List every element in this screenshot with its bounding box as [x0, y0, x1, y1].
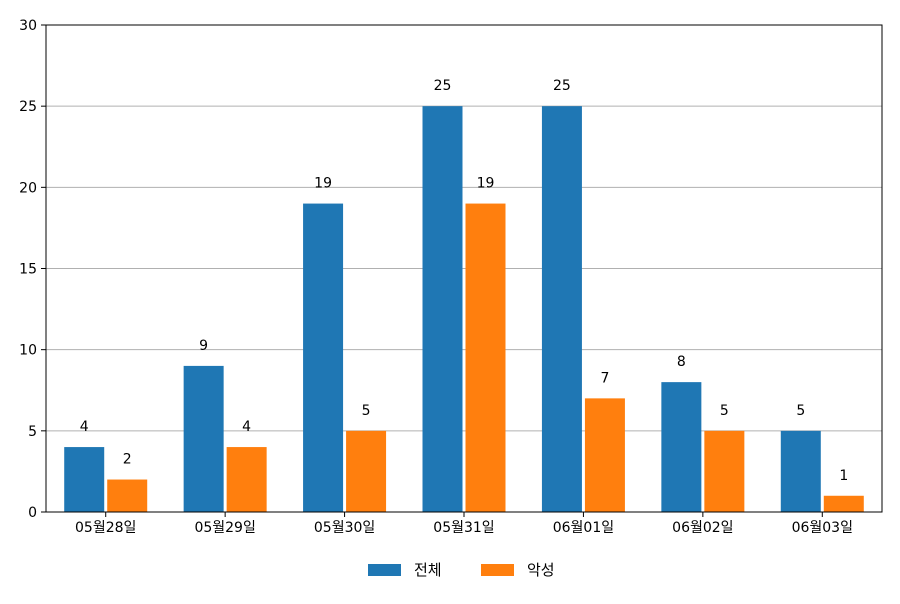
- bar-total: [183, 365, 224, 512]
- data-label: 5: [362, 403, 371, 419]
- y-tick-label: 20: [19, 180, 37, 196]
- x-tick-label: 05월30일: [314, 520, 375, 536]
- bar-total: [303, 203, 344, 513]
- data-label: 19: [314, 176, 332, 192]
- y-tick-label: 25: [19, 99, 37, 115]
- legend-swatch: [368, 564, 401, 576]
- data-label: 5: [720, 403, 729, 419]
- data-label: 25: [553, 78, 571, 94]
- legend-label: 전체: [414, 561, 442, 579]
- bar-malicious: [704, 430, 745, 512]
- data-label: 25: [434, 78, 452, 94]
- x-tick-label: 06월03일: [792, 520, 853, 536]
- y-tick-label: 0: [28, 505, 37, 521]
- y-tick-label: 15: [19, 262, 37, 278]
- bar-total: [64, 447, 105, 512]
- data-label: 2: [123, 452, 132, 468]
- bar-malicious: [226, 447, 267, 512]
- legend-swatch: [481, 564, 514, 576]
- data-label: 4: [242, 419, 251, 435]
- data-label: 5: [796, 403, 805, 419]
- bar-total: [541, 106, 582, 513]
- x-tick-label: 05월29일: [194, 520, 255, 536]
- bar-malicious: [465, 203, 506, 513]
- bar-malicious: [107, 479, 148, 512]
- x-tick-label: 05월31일: [433, 520, 494, 536]
- gridlines: [46, 105, 882, 432]
- legend-label: 악성: [527, 561, 555, 579]
- plot-frame: [45, 24, 883, 513]
- bar-total: [780, 430, 821, 512]
- x-tick-label: 05월28일: [75, 520, 136, 536]
- y-tick-label: 5: [28, 424, 37, 440]
- data-label: 9: [199, 338, 208, 354]
- legend: 전체 악성: [368, 561, 555, 579]
- y-tick-label: 30: [19, 18, 37, 34]
- data-labels: 4 2 9 4 19 5 25 19 25 7 8 5 5 1: [80, 78, 848, 484]
- axes: 05월28일 05월29일 05월30일 05월31일 06월01일 06월02일 06월0…: [19, 18, 883, 536]
- data-label: 19: [477, 176, 495, 192]
- x-tick-label: 06월01일: [553, 520, 614, 536]
- data-label: 4: [80, 419, 89, 435]
- bars: [64, 106, 864, 513]
- bar-total: [422, 106, 463, 513]
- y-tick-label: 10: [19, 343, 37, 359]
- bar-malicious: [823, 495, 864, 512]
- bar-total: [661, 382, 702, 512]
- data-label: 1: [839, 468, 848, 484]
- bar-malicious: [346, 430, 387, 512]
- data-label: 8: [677, 354, 686, 370]
- data-label: 7: [600, 370, 609, 386]
- bar-malicious: [584, 398, 625, 512]
- x-tick-label: 06월02일: [672, 520, 733, 536]
